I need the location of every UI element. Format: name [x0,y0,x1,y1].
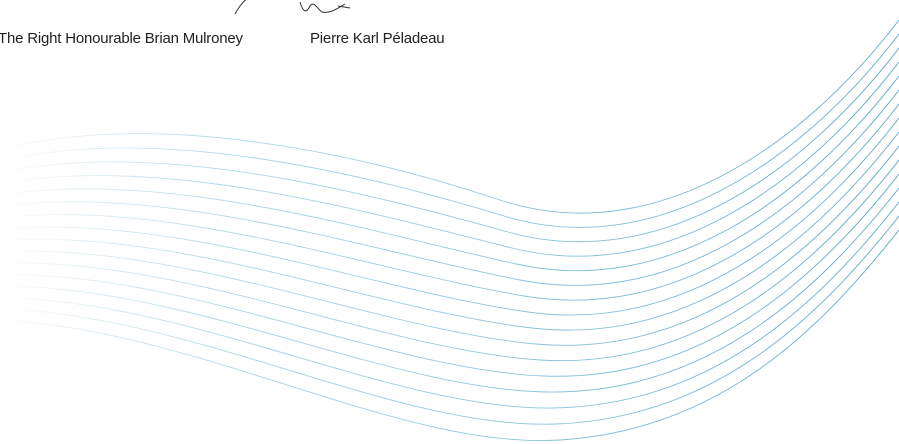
wave-line [0,201,899,409]
signature [234,0,351,15]
wave-line [0,159,899,362]
wave-line [0,89,899,286]
wave-line [0,131,899,331]
signatory-name: The Right Honourable Brian Mulroney [0,30,243,47]
wave-line [0,229,899,442]
wave-line [0,117,899,316]
wave-line [0,215,899,425]
wave-line [0,61,899,257]
wave-line [0,47,899,243]
wave-line [0,103,899,301]
signatory-name: Pierre Karl Péladeau [310,30,445,47]
wave-line [0,187,899,393]
wave-line [0,173,899,377]
wave-line [0,33,899,228]
wave-line [0,75,899,272]
wave-line [0,19,899,214]
wave-line [0,145,899,346]
